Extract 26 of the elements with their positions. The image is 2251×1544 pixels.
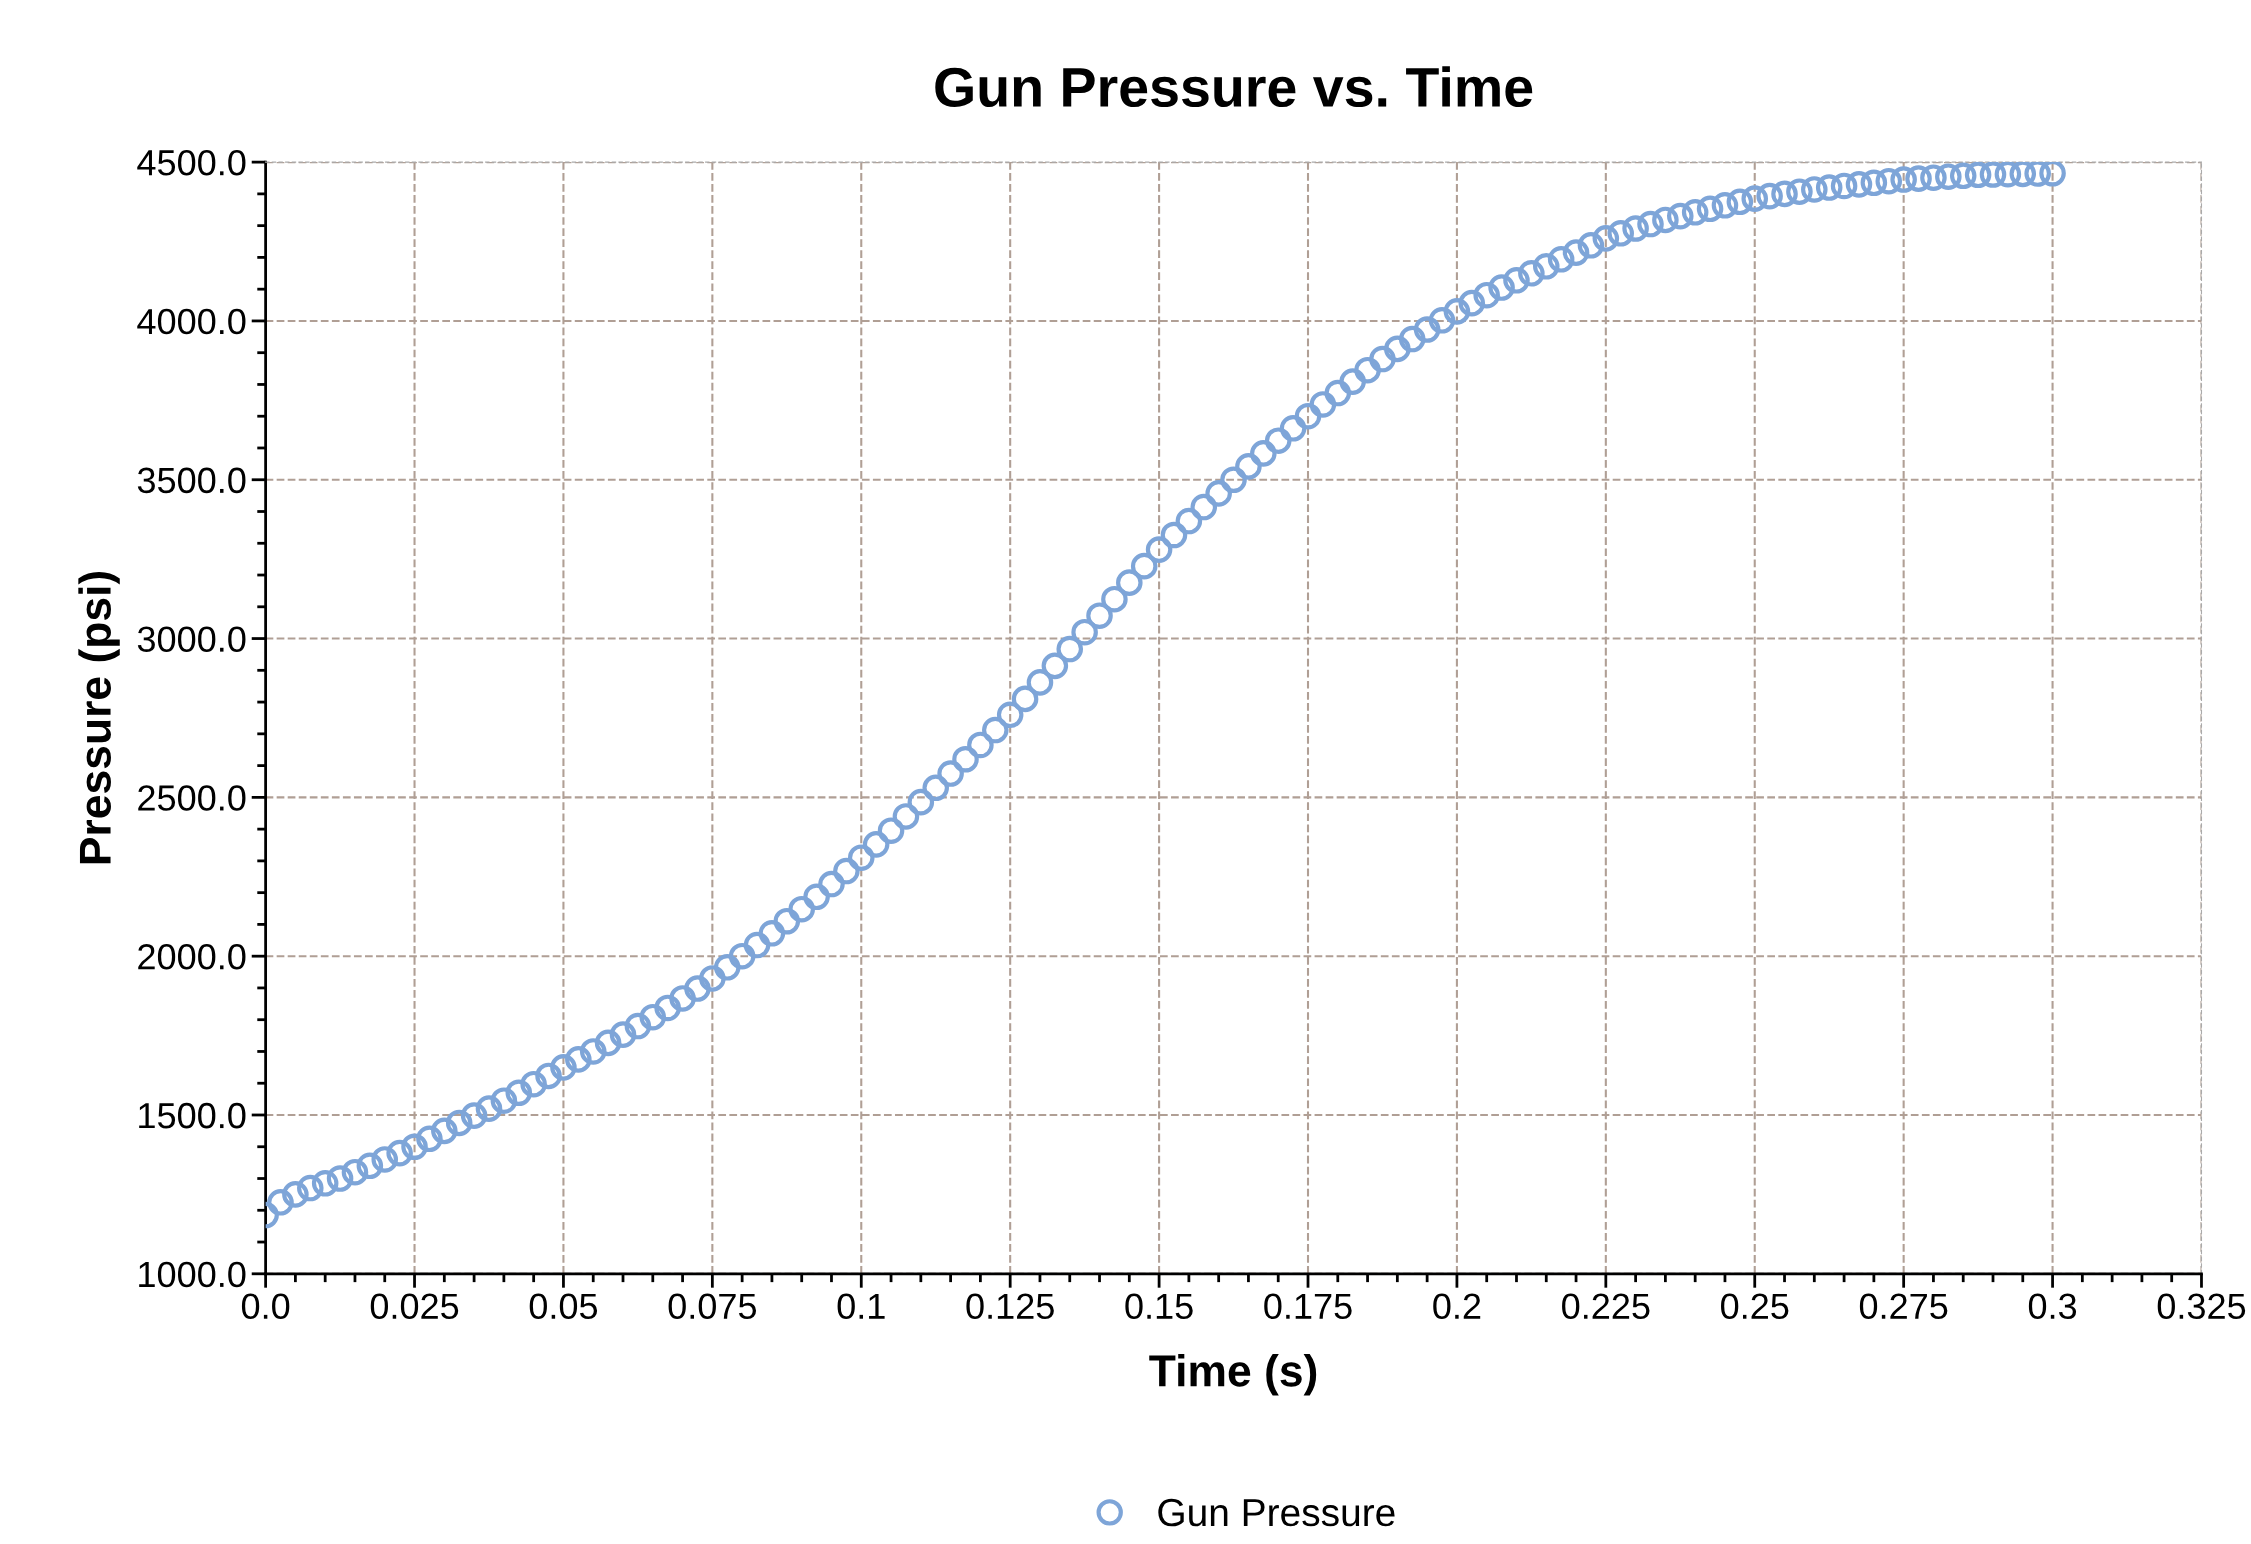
- y-tick-label: 3500.0: [137, 467, 246, 494]
- x-tick-label: 0.025: [370, 1293, 459, 1320]
- x-tick-label: 0.1: [837, 1293, 885, 1320]
- y-tick-label: 2500.0: [138, 785, 246, 811]
- x-tick-label: 0.0: [241, 1293, 290, 1320]
- x-axis-title: Time (s): [1149, 1353, 1317, 1396]
- x-tick-label: 0.325: [2157, 1293, 2246, 1320]
- x-tick-label: 0.15: [1125, 1293, 1193, 1320]
- y-axis-title: Pressure (psi): [78, 571, 120, 864]
- y-tick-label: 1000.0: [139, 1261, 246, 1288]
- x-tick-label: 0.2: [1433, 1293, 1481, 1320]
- legend-label: Gun Pressure: [1158, 1498, 1395, 1527]
- x-tick-label: 0.25: [1721, 1293, 1789, 1320]
- y-tick-label: 4500.0: [137, 149, 246, 176]
- x-tick-label: 0.275: [1859, 1293, 1948, 1320]
- y-tick-label: 3000.0: [137, 626, 246, 652]
- x-tick-label: 0.05: [529, 1293, 598, 1320]
- x-tick-label: 0.175: [1264, 1293, 1352, 1320]
- x-tick-label: 0.075: [668, 1293, 757, 1320]
- x-tick-label: 0.125: [966, 1293, 1054, 1320]
- x-tick-label: 0.225: [1562, 1293, 1650, 1320]
- y-tick-label: 1500.0: [139, 1102, 246, 1129]
- chart-title: Gun Pressure vs. Time: [935, 66, 1533, 108]
- x-tick-label: 0.3: [2028, 1293, 2077, 1320]
- y-tick-label: 2000.0: [138, 944, 246, 970]
- y-tick-label: 4000.0: [137, 308, 246, 335]
